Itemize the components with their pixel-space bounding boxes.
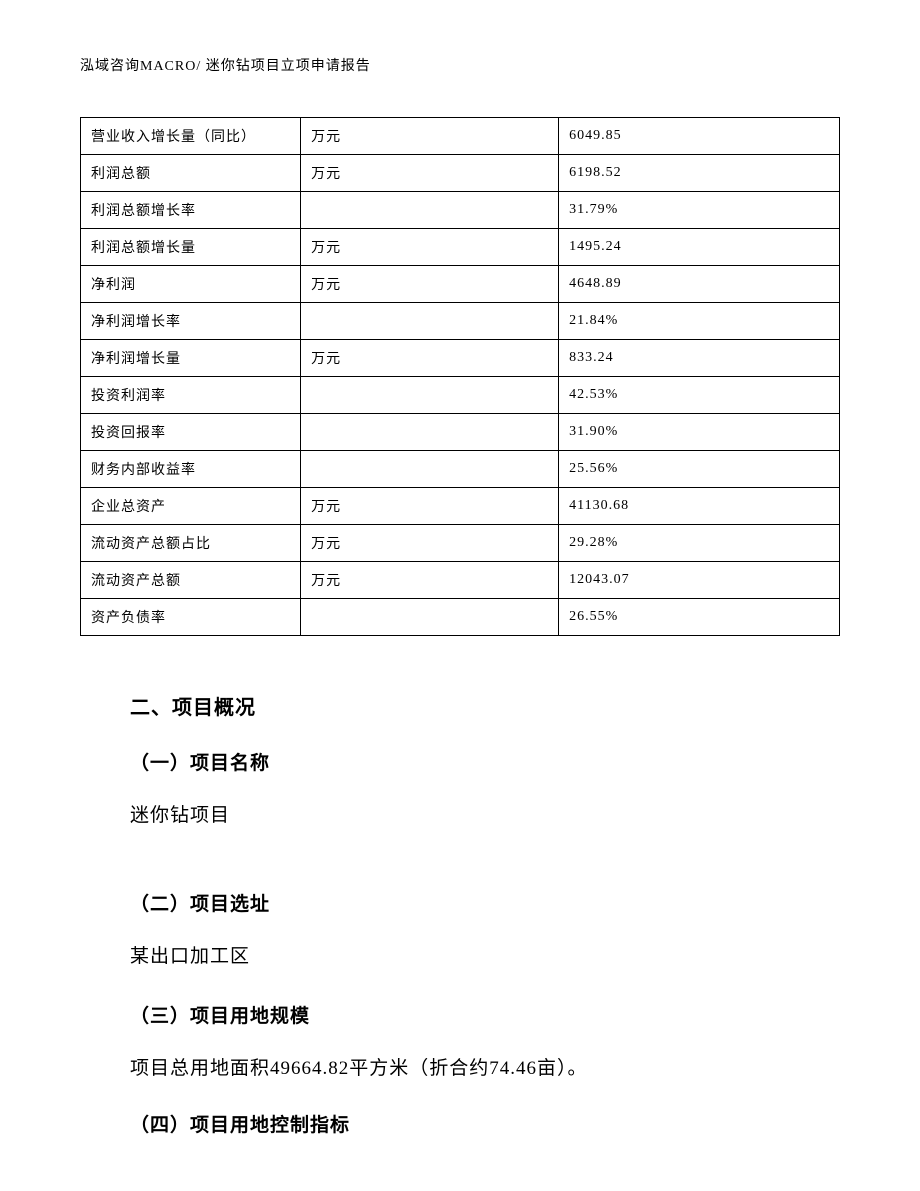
table-cell-unit: 万元 xyxy=(301,525,559,562)
subsection-heading-3: （三）项目用地规模 xyxy=(130,1001,840,1028)
subsection-heading-2: （二）项目选址 xyxy=(130,889,840,916)
table-row: 投资回报率 31.90% xyxy=(81,414,840,451)
table-cell-label: 资产负债率 xyxy=(81,599,301,636)
table-cell-unit xyxy=(301,599,559,636)
table-row: 投资利润率 42.53% xyxy=(81,377,840,414)
table-row: 流动资产总额占比万元29.28% xyxy=(81,525,840,562)
table-cell-value: 21.84% xyxy=(559,303,840,340)
table-cell-value: 31.79% xyxy=(559,192,840,229)
table-cell-label: 流动资产总额 xyxy=(81,562,301,599)
table-row: 净利润增长率 21.84% xyxy=(81,303,840,340)
table-cell-unit xyxy=(301,414,559,451)
table-row: 财务内部收益率 25.56% xyxy=(81,451,840,488)
table-cell-unit xyxy=(301,192,559,229)
table-row: 净利润增长量万元833.24 xyxy=(81,340,840,377)
table-row: 利润总额万元6198.52 xyxy=(81,155,840,192)
table-cell-value: 12043.07 xyxy=(559,562,840,599)
table-cell-label: 企业总资产 xyxy=(81,488,301,525)
section-heading-main: 二、项目概况 xyxy=(130,691,840,720)
table-cell-value: 833.24 xyxy=(559,340,840,377)
table-row: 资产负债率 26.55% xyxy=(81,599,840,636)
table-row: 利润总额增长量万元1495.24 xyxy=(81,229,840,266)
table-cell-value: 1495.24 xyxy=(559,229,840,266)
body-text-project-name: 迷你钻项目 xyxy=(130,801,840,831)
table-row: 营业收入增长量（同比）万元6049.85 xyxy=(81,118,840,155)
table-cell-label: 营业收入增长量（同比） xyxy=(81,118,301,155)
table-cell-label: 净利润增长率 xyxy=(81,303,301,340)
table-cell-label: 净利润增长量 xyxy=(81,340,301,377)
table-cell-label: 财务内部收益率 xyxy=(81,451,301,488)
table-cell-value: 29.28% xyxy=(559,525,840,562)
table-cell-unit xyxy=(301,303,559,340)
spacer xyxy=(80,859,840,889)
table-cell-value: 26.55% xyxy=(559,599,840,636)
document-header: 泓域咨询MACRO/ 迷你钻项目立项申请报告 xyxy=(80,55,840,75)
table-row: 企业总资产万元41130.68 xyxy=(81,488,840,525)
table-cell-label: 投资回报率 xyxy=(81,414,301,451)
table-cell-label: 投资利润率 xyxy=(81,377,301,414)
table-cell-unit: 万元 xyxy=(301,229,559,266)
table-row: 流动资产总额万元12043.07 xyxy=(81,562,840,599)
subsection-heading-1: （一）项目名称 xyxy=(130,748,840,775)
table-cell-value: 4648.89 xyxy=(559,266,840,303)
table-cell-label: 利润总额增长率 xyxy=(81,192,301,229)
table-cell-value: 6198.52 xyxy=(559,155,840,192)
table-cell-value: 31.90% xyxy=(559,414,840,451)
table-cell-label: 利润总额增长量 xyxy=(81,229,301,266)
table-row: 净利润万元4648.89 xyxy=(81,266,840,303)
table-cell-value: 6049.85 xyxy=(559,118,840,155)
table-cell-unit: 万元 xyxy=(301,266,559,303)
table-cell-label: 流动资产总额占比 xyxy=(81,525,301,562)
table-row: 利润总额增长率 31.79% xyxy=(81,192,840,229)
table-cell-unit xyxy=(301,377,559,414)
subsection-heading-4: （四）项目用地控制指标 xyxy=(130,1110,840,1137)
table-cell-value: 25.56% xyxy=(559,451,840,488)
table-cell-unit: 万元 xyxy=(301,155,559,192)
table-cell-unit: 万元 xyxy=(301,562,559,599)
body-text-land-scale: 项目总用地面积49664.82平方米（折合约74.46亩）。 xyxy=(130,1054,840,1084)
table-cell-label: 净利润 xyxy=(81,266,301,303)
table-cell-value: 41130.68 xyxy=(559,488,840,525)
table-cell-unit: 万元 xyxy=(301,340,559,377)
financial-data-table: 营业收入增长量（同比）万元6049.85利润总额万元6198.52利润总额增长率… xyxy=(80,117,840,636)
table-cell-label: 利润总额 xyxy=(81,155,301,192)
table-cell-unit: 万元 xyxy=(301,118,559,155)
body-text-location: 某出口加工区 xyxy=(130,942,840,972)
table-cell-value: 42.53% xyxy=(559,377,840,414)
table-cell-unit xyxy=(301,451,559,488)
table-cell-unit: 万元 xyxy=(301,488,559,525)
